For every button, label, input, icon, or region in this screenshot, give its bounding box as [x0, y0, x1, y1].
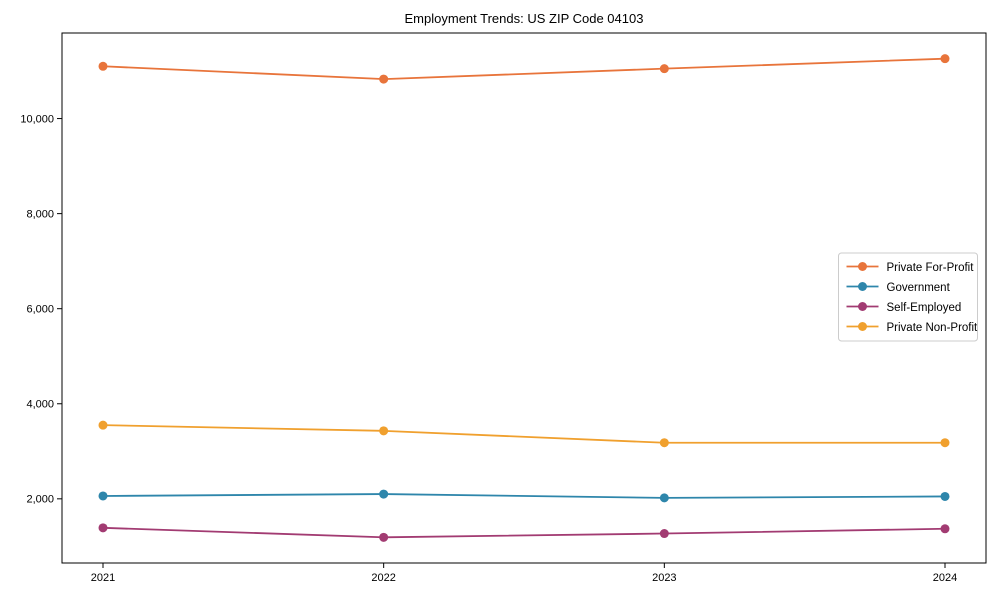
data-point: [98, 61, 108, 71]
data-point: [98, 420, 108, 430]
y-axis-tick-label: 2,000: [26, 494, 54, 506]
series-line-private-non-profit: [102, 424, 945, 444]
data-point: [98, 523, 108, 533]
x-axis-tick-label: 2021: [91, 572, 115, 584]
chart-title: Employment Trends: US ZIP Code 04103: [405, 11, 644, 26]
data-point: [940, 524, 950, 534]
data-point: [379, 489, 389, 499]
data-point: [659, 64, 669, 74]
legend-label: Government: [887, 282, 951, 294]
legend-marker-icon: [858, 282, 867, 291]
data-point: [659, 493, 669, 503]
legend-label: Self-Employed: [887, 302, 962, 314]
legend-marker-icon: [858, 302, 867, 311]
data-point: [659, 529, 669, 539]
data-point: [379, 426, 389, 436]
y-axis-tick-label: 4,000: [26, 399, 54, 411]
y-axis-tick-label: 10,000: [20, 113, 54, 125]
plot-area: 2,000 4,000 6,000 8,000 10,000 2021 2022 2023 20…: [20, 32, 987, 584]
y-axis-tick-label: 6,000: [26, 304, 54, 316]
legend-marker-icon: [858, 262, 867, 271]
data-point: [98, 491, 108, 501]
series-line-government: [102, 493, 946, 499]
data-point: [940, 54, 950, 64]
series-line-self-employed: [102, 526, 946, 539]
y-axis-tick-label: 8,000: [26, 208, 54, 220]
data-point: [379, 74, 389, 84]
legend-label: Private Non-Profit: [887, 322, 979, 334]
x-axis-tick-label: 2023: [652, 572, 676, 584]
data-point: [659, 438, 669, 448]
series-line-private-for-profit: [102, 57, 946, 81]
legend-box: [838, 252, 978, 342]
axes-frame: [61, 32, 987, 564]
legend-label: Private For-Profit: [887, 262, 975, 274]
x-axis-tick-label: 2024: [933, 572, 957, 584]
x-axis-tick-label: 2022: [371, 572, 395, 584]
data-point: [379, 532, 389, 542]
data-point: [940, 491, 950, 501]
legend-marker-icon: [858, 322, 867, 331]
data-point: [940, 438, 950, 448]
